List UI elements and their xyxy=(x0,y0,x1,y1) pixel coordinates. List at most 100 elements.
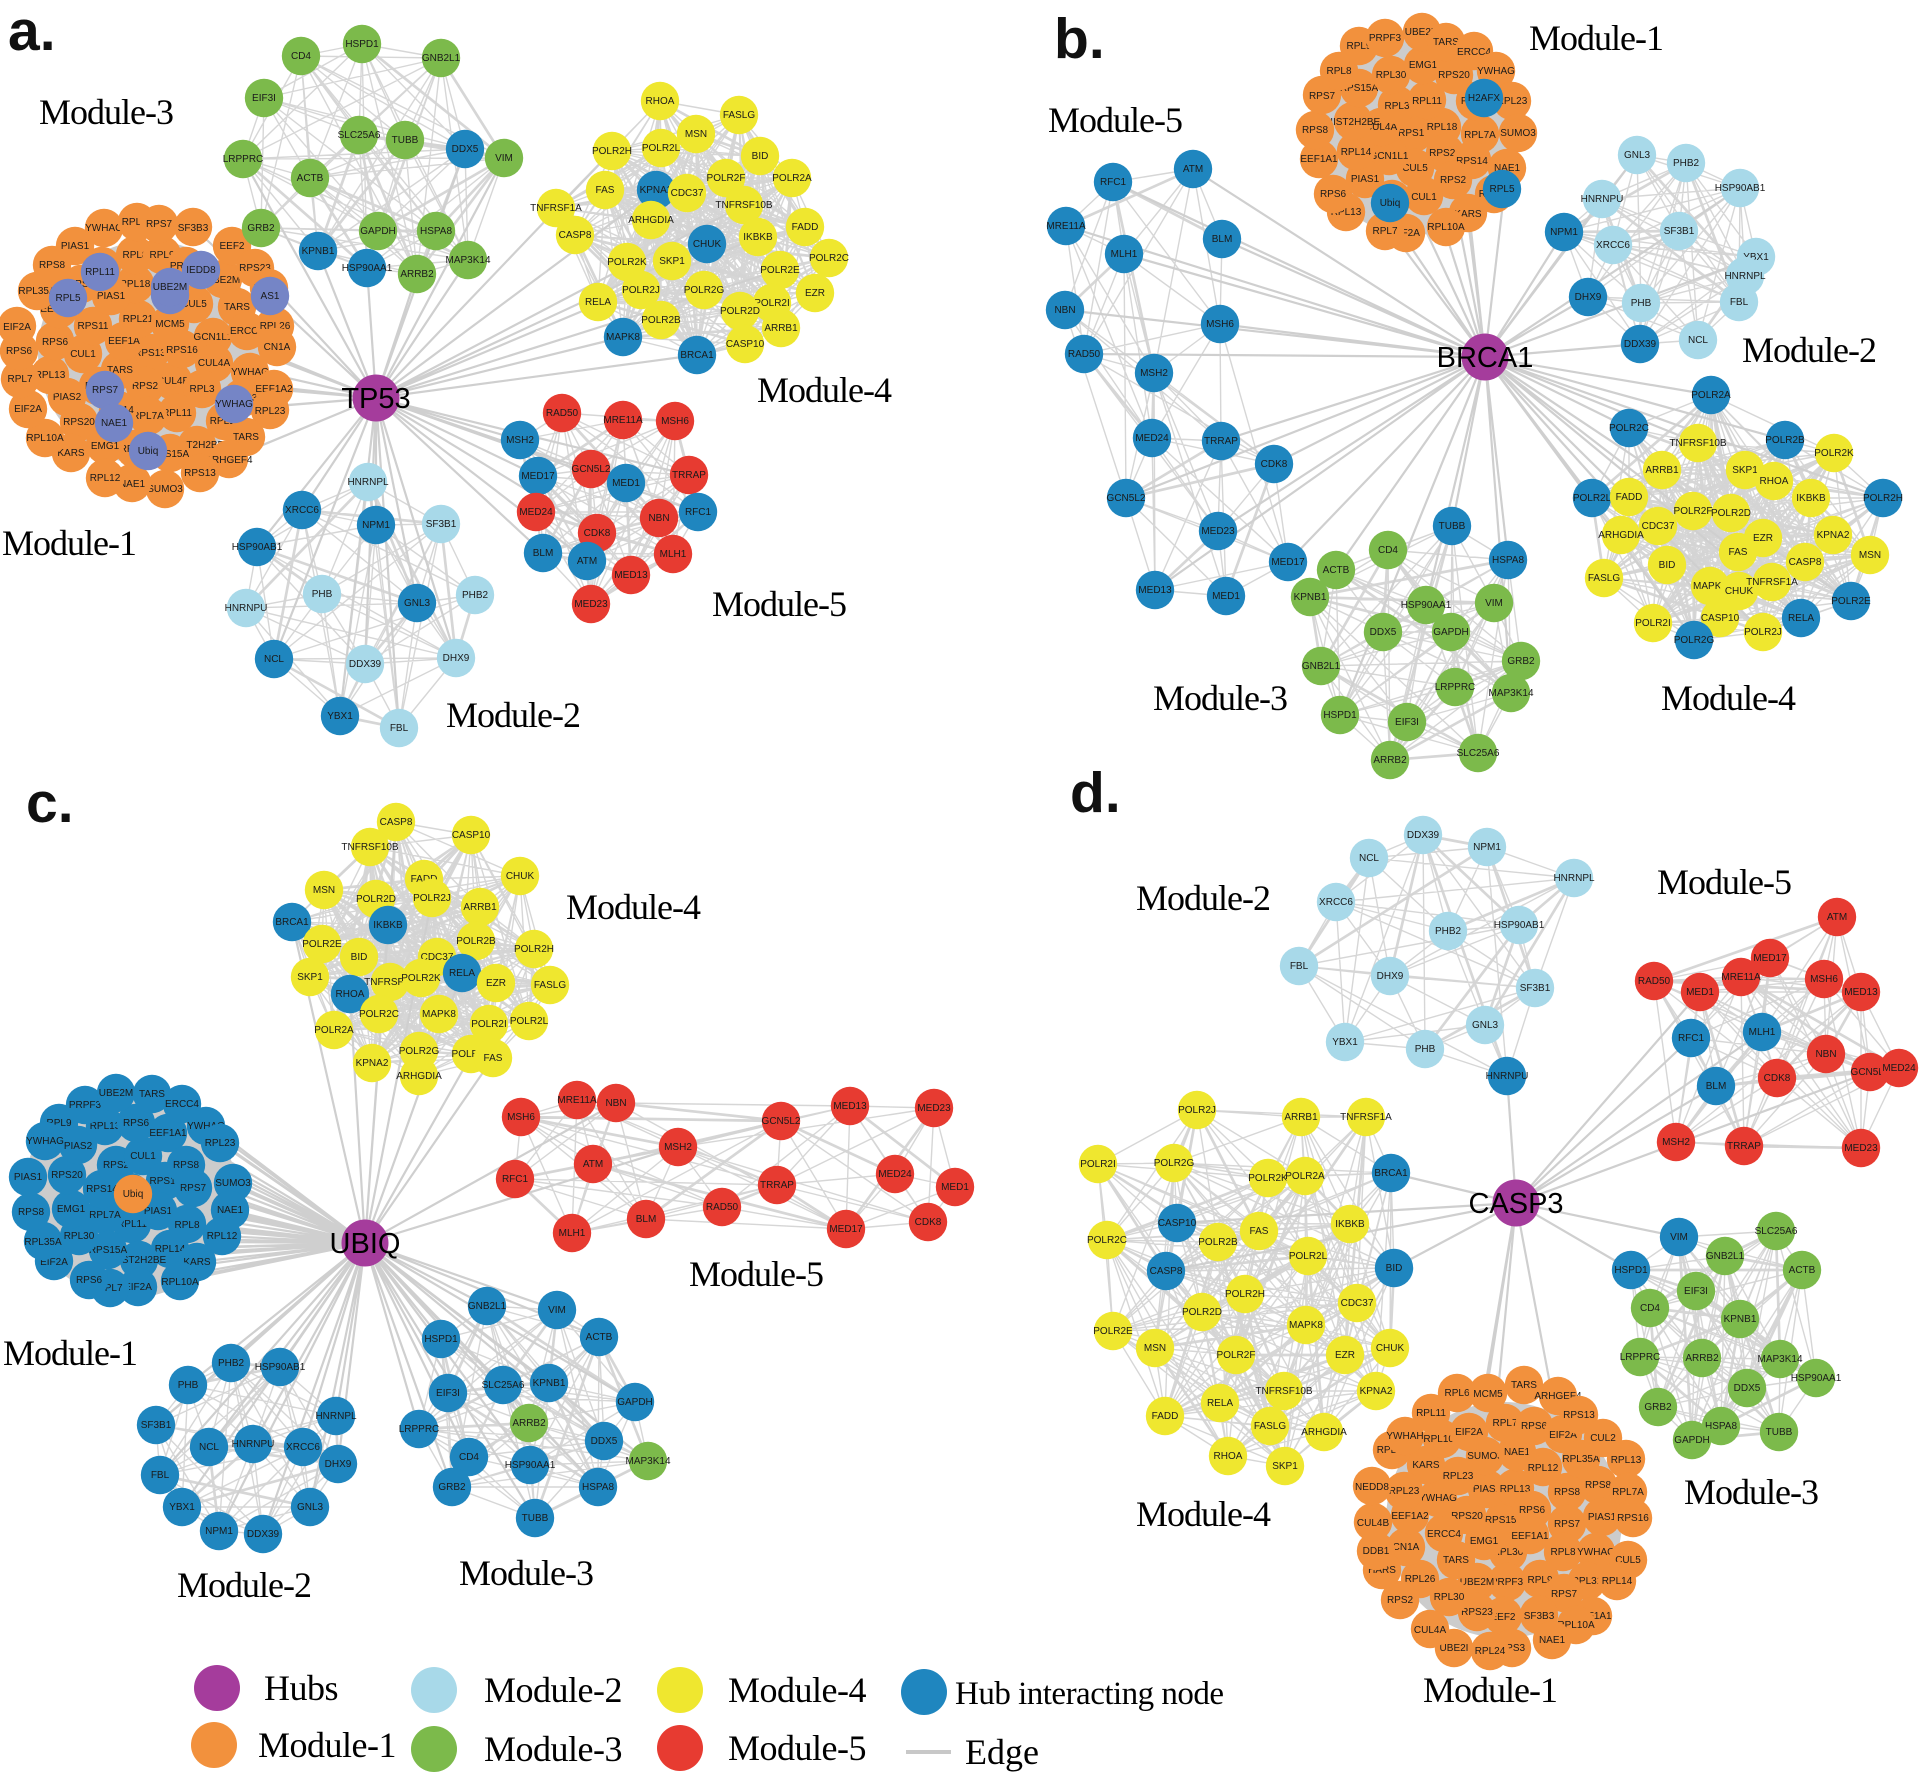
svg-text:Edge: Edge xyxy=(965,1732,1039,1772)
svg-text:POLR2E: POLR2E xyxy=(1831,596,1871,607)
svg-text:UBE2M: UBE2M xyxy=(206,275,240,286)
svg-text:ATM: ATM xyxy=(583,1159,603,1170)
svg-text:POLR2J: POLR2J xyxy=(413,893,451,904)
svg-text:POLR2J: POLR2J xyxy=(622,285,660,296)
svg-text:d.: d. xyxy=(1070,761,1121,825)
svg-text:EEF1A2: EEF1A2 xyxy=(255,384,293,395)
svg-text:GAPDH: GAPDH xyxy=(1433,627,1469,638)
svg-text:MED17: MED17 xyxy=(1271,557,1305,568)
svg-text:DDX5: DDX5 xyxy=(452,144,479,155)
svg-text:RPL10A: RPL10A xyxy=(1423,1434,1461,1445)
svg-text:RPL21: RPL21 xyxy=(123,314,154,325)
svg-text:RPS16: RPS16 xyxy=(166,345,198,356)
svg-text:SUMO3: SUMO3 xyxy=(215,1178,251,1189)
svg-text:RPS7: RPS7 xyxy=(1309,91,1336,102)
svg-text:POLR2C: POLR2C xyxy=(1087,1235,1127,1246)
svg-text:VIM: VIM xyxy=(495,153,513,164)
svg-text:RPL9: RPL9 xyxy=(1346,41,1371,52)
svg-text:RPL35A: RPL35A xyxy=(24,1237,62,1248)
svg-text:RPL23: RPL23 xyxy=(205,1138,236,1149)
svg-text:ARRB1: ARRB1 xyxy=(1645,465,1679,476)
svg-text:RPS20: RPS20 xyxy=(1451,1511,1483,1522)
svg-text:CUL5: CUL5 xyxy=(181,299,207,310)
svg-text:POLR2K: POLR2K xyxy=(401,973,441,984)
svg-text:ACTB: ACTB xyxy=(586,1332,613,1343)
svg-text:HSPD1: HSPD1 xyxy=(1614,1265,1648,1276)
svg-text:MSN: MSN xyxy=(1144,1343,1166,1354)
svg-text:Module-4: Module-4 xyxy=(1661,678,1796,718)
svg-text:PHB2: PHB2 xyxy=(1435,926,1462,937)
svg-text:CUL5: CUL5 xyxy=(1402,163,1428,174)
svg-text:PIAS2: PIAS2 xyxy=(1473,1484,1502,1495)
svg-text:EEF1A: EEF1A xyxy=(108,336,140,347)
svg-text:DDX39: DDX39 xyxy=(1407,830,1440,841)
svg-text:ARHGDIA: ARHGDIA xyxy=(396,1071,442,1082)
svg-text:TARS: TARS xyxy=(107,365,133,376)
svg-text:Module-5: Module-5 xyxy=(728,1728,866,1768)
svg-text:KARS: KARS xyxy=(1454,209,1482,220)
svg-text:PHB2: PHB2 xyxy=(462,590,489,601)
svg-text:KPNB1: KPNB1 xyxy=(1294,592,1327,603)
svg-text:TUBB: TUBB xyxy=(392,135,419,146)
svg-text:CUL1: CUL1 xyxy=(1411,192,1437,203)
svg-text:UBE2M: UBE2M xyxy=(1460,1577,1494,1588)
svg-text:ARHGDIA: ARHGDIA xyxy=(1598,530,1644,541)
svg-text:FADD: FADD xyxy=(1616,492,1643,503)
svg-text:BLM: BLM xyxy=(1706,1081,1727,1092)
svg-text:CASP10: CASP10 xyxy=(452,830,491,841)
svg-text:XRCC6: XRCC6 xyxy=(1319,897,1353,908)
svg-text:NCL: NCL xyxy=(1688,335,1708,346)
svg-text:RPS6: RPS6 xyxy=(1320,189,1347,200)
svg-text:PIAS2: PIAS2 xyxy=(64,1141,93,1152)
svg-text:RPS11: RPS11 xyxy=(150,1176,181,1187)
svg-text:RPL11: RPL11 xyxy=(1412,96,1442,107)
svg-text:FAS: FAS xyxy=(1729,547,1748,558)
svg-text:Module-2: Module-2 xyxy=(1742,330,1876,370)
svg-text:EMG1: EMG1 xyxy=(1470,1536,1499,1547)
svg-text:FADD: FADD xyxy=(1152,1411,1179,1422)
svg-text:ARRB2: ARRB2 xyxy=(1685,1353,1719,1364)
svg-text:RAD50: RAD50 xyxy=(546,408,579,419)
svg-text:MAPK8: MAPK8 xyxy=(1289,1320,1323,1331)
svg-text:Module-3: Module-3 xyxy=(484,1729,622,1769)
svg-text:ARHGEF4: ARHGEF4 xyxy=(205,455,253,466)
svg-text:MED23: MED23 xyxy=(574,599,608,610)
svg-text:CD4: CD4 xyxy=(459,1452,479,1463)
svg-text:EZR: EZR xyxy=(1335,1350,1355,1361)
svg-text:YBX1: YBX1 xyxy=(327,711,353,722)
svg-text:DDX39: DDX39 xyxy=(247,1529,280,1540)
svg-text:RPL7: RPL7 xyxy=(7,374,32,385)
svg-text:PIAS1: PIAS1 xyxy=(1351,174,1380,185)
svg-text:CASP8: CASP8 xyxy=(559,230,592,241)
svg-text:SKP1: SKP1 xyxy=(659,256,685,267)
svg-text:TARS: TARS xyxy=(1433,37,1459,48)
svg-text:NPM1: NPM1 xyxy=(205,1526,233,1537)
svg-text:RPL30: RPL30 xyxy=(64,1231,95,1242)
svg-text:RPL23: RPL23 xyxy=(1497,96,1528,107)
svg-text:RPL13: RPL13 xyxy=(90,1121,121,1132)
svg-text:LRPPRC: LRPPRC xyxy=(1435,682,1476,693)
svg-text:RPS2: RPS2 xyxy=(103,1160,130,1171)
svg-text:KPNA2: KPNA2 xyxy=(356,1058,389,1069)
svg-text:RPL8: RPL8 xyxy=(174,1220,199,1231)
svg-text:PHB2: PHB2 xyxy=(1673,158,1700,169)
svg-text:TNFRSF10B: TNFRSF10B xyxy=(1255,1386,1313,1397)
svg-text:MLH1: MLH1 xyxy=(1749,1027,1776,1038)
svg-text:PRPF3: PRPF3 xyxy=(1369,33,1402,44)
svg-text:ACTB: ACTB xyxy=(297,173,324,184)
svg-text:NBN: NBN xyxy=(648,513,669,524)
svg-text:SF3B3: SF3B3 xyxy=(1524,1611,1555,1622)
svg-text:RPL13: RPL13 xyxy=(1500,1484,1531,1495)
svg-text:SLC25A6: SLC25A6 xyxy=(1457,748,1500,759)
svg-text:RPL7A: RPL7A xyxy=(132,411,164,422)
svg-text:MSN: MSN xyxy=(313,885,335,896)
svg-text:BRCA1: BRCA1 xyxy=(1437,342,1534,374)
svg-text:POLR2H: POLR2H xyxy=(592,146,632,157)
svg-text:RPS6: RPS6 xyxy=(1521,1421,1548,1432)
svg-text:PIAS1: PIAS1 xyxy=(97,291,126,302)
svg-text:POLR2G: POLR2G xyxy=(684,285,725,296)
svg-text:RPL31: RPL31 xyxy=(1572,1576,1603,1587)
svg-text:MED24: MED24 xyxy=(519,507,553,518)
svg-text:YWHAG: YWHAG xyxy=(215,399,253,410)
svg-text:EEF2: EEF2 xyxy=(219,241,244,252)
